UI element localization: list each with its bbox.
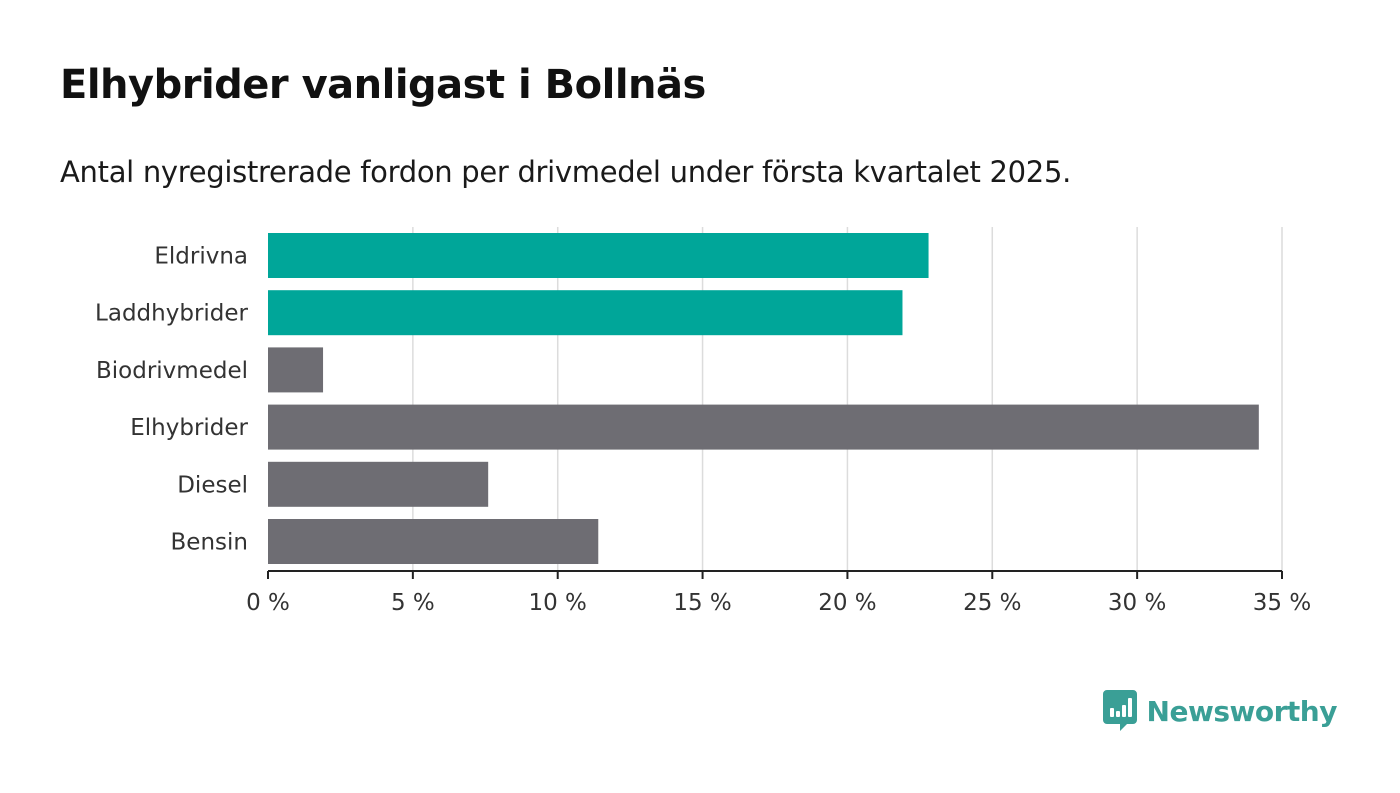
category-labels: Eldrivna Laddhybrider Biodrivmedel Elhybrid… bbox=[95, 244, 248, 556]
x-tick-label: 5 % bbox=[391, 590, 435, 616]
category-label: Diesel bbox=[177, 472, 248, 498]
category-label: Laddhybrider bbox=[95, 301, 248, 327]
x-tick-label: 25 % bbox=[963, 590, 1021, 616]
newsworthy-logo-icon bbox=[1102, 690, 1137, 731]
x-tick-label: 10 % bbox=[528, 590, 586, 616]
x-tick-label: 35 % bbox=[1253, 590, 1311, 616]
bar-biodrivmedel bbox=[268, 347, 324, 393]
category-label: Elhybrider bbox=[130, 415, 248, 441]
bar-elhybrider bbox=[268, 404, 1259, 450]
bar-bensin bbox=[268, 519, 599, 564]
gridlines bbox=[412, 227, 1283, 571]
bar-diesel bbox=[268, 461, 489, 507]
bar-chart: Eldrivna Laddhybrider Biodrivmedel Elhybrid… bbox=[95, 227, 1311, 616]
bars bbox=[268, 233, 1259, 564]
x-tick-label: 20 % bbox=[818, 590, 876, 616]
category-label: Biodrivmedel bbox=[96, 358, 248, 384]
bar-laddhybrider bbox=[268, 290, 903, 336]
brand-name: Newsworthy bbox=[1146, 694, 1338, 728]
x-tick-label: 15 % bbox=[673, 590, 731, 616]
bar-eldrivna bbox=[268, 233, 929, 278]
chart-title: Elhybrider vanligast i Bollnäs bbox=[60, 62, 706, 108]
x-tick-label: 0 % bbox=[246, 590, 290, 616]
x-axis: 0 % 5 % 10 % 15 % 20 % 25 % 30 % 35 % bbox=[246, 570, 1311, 616]
x-tick-label: 30 % bbox=[1108, 590, 1166, 616]
category-label: Eldrivna bbox=[154, 244, 248, 270]
brand-logo: Newsworthy bbox=[1102, 690, 1338, 732]
chart-subtitle: Antal nyregistrerade fordon per drivmede… bbox=[60, 155, 1072, 189]
category-label: Bensin bbox=[171, 530, 248, 556]
